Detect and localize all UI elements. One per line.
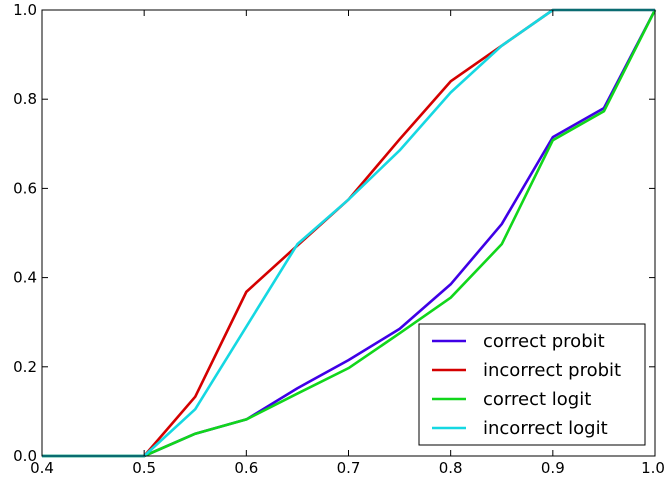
x-tick-label: 0.5 bbox=[132, 459, 156, 477]
x-tick-label: 0.7 bbox=[337, 459, 361, 477]
x-tick-label: 0.8 bbox=[439, 459, 463, 477]
legend: correct probit incorrect probit correct lo… bbox=[418, 323, 646, 446]
x-tick-label: 1.0 bbox=[641, 459, 665, 477]
legend-label: incorrect probit bbox=[483, 360, 621, 381]
legend-label: incorrect logit bbox=[483, 418, 608, 439]
legend-label: correct probit bbox=[483, 331, 605, 352]
legend-label: correct logit bbox=[483, 389, 591, 410]
y-tick-label: 0.6 bbox=[13, 179, 37, 197]
y-tick-label: 0.0 bbox=[13, 447, 37, 465]
legend-box bbox=[418, 323, 646, 446]
y-tick-label: 0.4 bbox=[13, 269, 37, 287]
x-tick-label: 0.4 bbox=[30, 459, 54, 477]
y-tick-label: 0.2 bbox=[13, 358, 37, 376]
x-tick-label: 0.9 bbox=[541, 459, 565, 477]
y-tick-label: 0.8 bbox=[13, 90, 37, 108]
y-tick-label: 1.0 bbox=[13, 1, 37, 19]
ticks-layer: 0.4 0.5 0.6 0.7 0.8 0.9 1.0 0.0 0.2 0.4 0.6 0.8 1.0 bbox=[13, 1, 665, 477]
x-tick-label: 0.6 bbox=[234, 459, 258, 477]
